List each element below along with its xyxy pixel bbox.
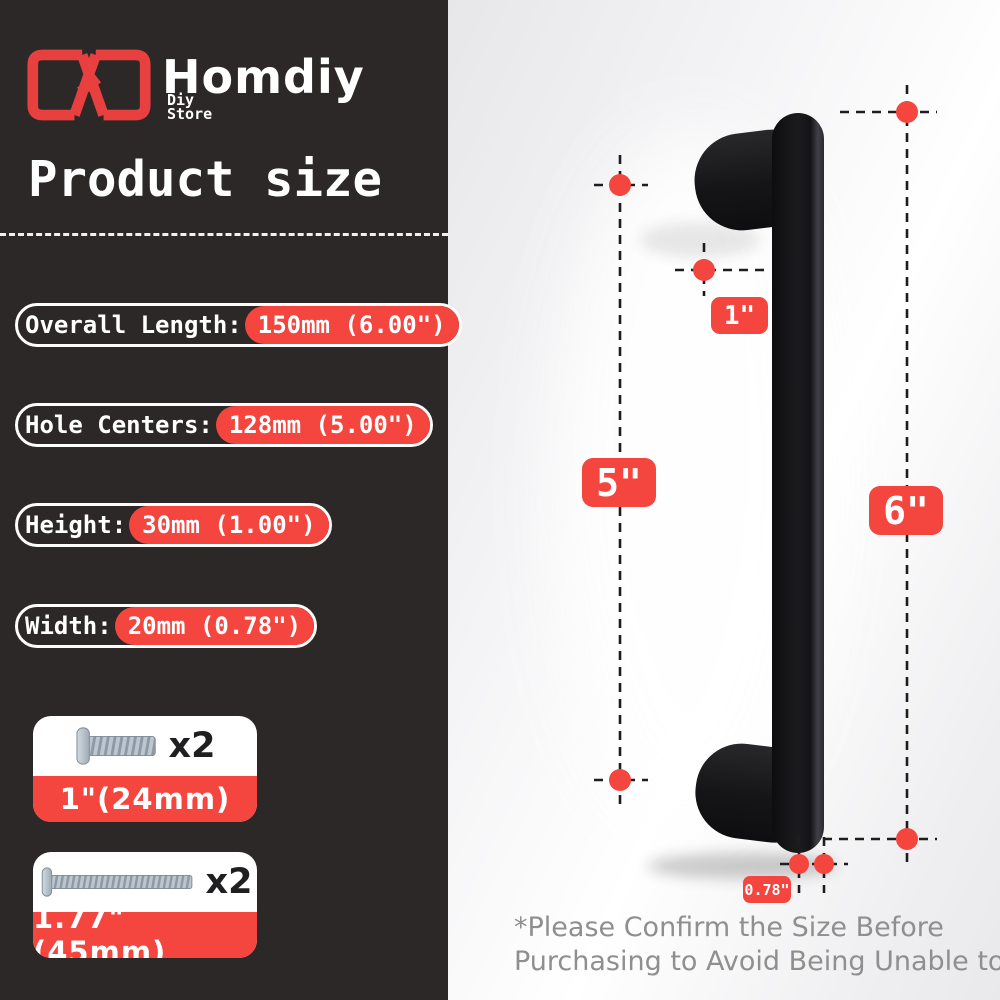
spec-panel	[0, 0, 448, 1000]
spec-row-width: Width: 20mm (0.78")	[15, 604, 318, 648]
spec-value-badge: 30mm (1.00")	[129, 506, 329, 544]
screw-card-short: x2 1"(24mm)	[33, 716, 257, 822]
spec-value-badge: 128mm (5.00")	[215, 406, 430, 444]
spec-label: Width:	[25, 612, 112, 640]
spec-value-badge: 150mm (6.00")	[244, 306, 459, 344]
spec-label: Hole Centers:	[25, 411, 213, 439]
hole-to-end-dimension-label: 1"	[711, 297, 768, 334]
spec-label: Overall Length:	[25, 311, 242, 339]
brand-tagline-line-1: Diy	[167, 91, 195, 109]
screw-quantity: x2	[205, 861, 253, 902]
footnote-line-2: Purchasing to Avoid Being Unable to Inst…	[514, 946, 1000, 977]
screw-card-top: x2	[33, 716, 257, 776]
brand-logo-icon	[27, 49, 151, 121]
overall-length-dimension-label: 6"	[869, 486, 943, 535]
screw-icon-short	[76, 727, 156, 765]
page-title: Product size	[28, 151, 383, 208]
width-dimension-label: 0.78"	[743, 876, 791, 903]
screw-size-badge: 1.77"(45mm)	[33, 901, 257, 958]
spec-label: Height:	[25, 511, 127, 539]
footnote-line-1: *Please Confirm the Size Before	[514, 912, 944, 943]
spec-row-overall-length: Overall Length: 150mm (6.00")	[15, 303, 462, 347]
spec-value-badge: 20mm (0.78")	[114, 607, 315, 645]
screw-card-long: x2 1.77"(45mm)	[33, 852, 257, 958]
screw-size-badge: 1"(24mm)	[33, 776, 257, 822]
dashed-separator	[0, 233, 448, 236]
brand-name: Homdiy	[162, 50, 365, 104]
screw-card-top: x2	[33, 852, 257, 912]
hole-centers-dimension-label: 5"	[582, 458, 656, 507]
screw-icon-long	[41, 867, 192, 897]
brand-tagline-line-2: Store	[167, 105, 213, 123]
spec-row-height: Height: 30mm (1.00")	[15, 503, 332, 547]
spec-row-hole-centers: Hole Centers: 128mm (5.00")	[15, 403, 433, 447]
footnote: *Please Confirm the Size Before Purchasi…	[514, 911, 1000, 979]
screw-quantity: x2	[168, 725, 216, 766]
brand-tagline: Diy Store	[167, 91, 213, 123]
